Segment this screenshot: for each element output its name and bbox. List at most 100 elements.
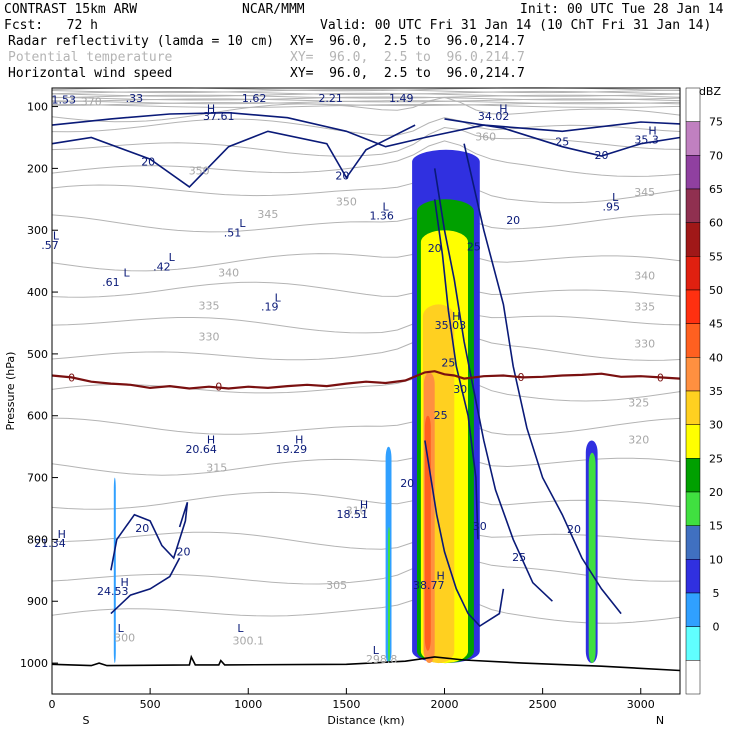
wind-label: 19.29 [276,443,308,456]
wind-label: 35.3 [634,134,659,147]
theta-contour [51,411,681,436]
wind-contours [51,111,681,628]
theta-label: 335 [199,299,220,312]
init-time: Init: 00 UTC Tue 28 Jan 14 [520,2,724,17]
colorbar-label: 15 [709,520,723,533]
y-tick-label: 1000 [20,657,48,670]
colorbar-swatch [685,256,701,291]
freezing-level-label: 0 [68,371,75,384]
high-low-marker: L [239,217,246,230]
reflectivity-cell [113,477,116,664]
theta-contour-upper [51,90,681,95]
theta-contour [51,551,681,585]
colorbar-swatch [685,87,701,122]
theta-contour [51,280,681,298]
colorbar-label: 25 [709,452,723,465]
freezing-level-label: 0 [518,371,525,384]
wind-label: 37.61 [203,110,235,123]
wind-contour [51,111,681,148]
high-low-marker: H [58,528,66,541]
wind-contour [424,440,505,628]
field-wind-xy: XY= 96.0, 2.5 to 96.0,214.7 [290,66,525,81]
colorbar-label: 5 [713,587,720,600]
wind-label: 20 [567,523,581,536]
theta-label: 325 [628,397,649,410]
theta-contour-upper [51,98,681,103]
wind-label: .33 [126,92,144,105]
wind-label: 20 [428,242,442,255]
reflectivity-cell [588,452,596,663]
y-tick-label: 700 [27,472,48,485]
wind-label: 25 [512,551,526,564]
theta-contour-upper [51,100,681,105]
wind-label: 1.49 [389,92,414,105]
colorbar-swatch [685,626,701,661]
reflectivity-cell [388,527,390,663]
x-tick-label: 0 [49,698,56,711]
freezing-level-line: 0 0 0 0 [51,370,681,394]
x-tick-label: 2000 [431,698,459,711]
wind-label: 20 [400,477,414,490]
wind-label: 2.21 [318,92,343,105]
wind-label: 38.77 [413,579,445,592]
x-tick-label: 1000 [234,698,262,711]
wind-contour [51,124,416,188]
theta-label: 330 [634,338,655,351]
wind-label: 34.02 [478,110,510,123]
plot-frame [51,87,681,695]
high-low-marker: L [118,622,125,635]
high-low-marker: H [499,103,507,116]
x-tick-label: 2500 [529,698,557,711]
colorbar-swatch [685,424,701,459]
wind-contour [463,143,622,615]
field-reflectivity: Radar reflectivity (lamda = 10 cm) [8,34,275,49]
theta-contour [51,587,681,624]
colorbar-label: 50 [709,284,723,297]
theta-label: 335 [634,301,655,314]
theta-contour-upper [51,94,681,99]
theta-contour [51,244,681,272]
colorbar-label: 35 [709,385,723,398]
y-tick-label: 500 [27,348,48,361]
high-low-marker: H [295,434,303,447]
theta-contour [51,326,681,361]
wind-label: 1.53 [52,94,77,107]
y-tick-label: 800 [27,533,48,546]
contour-labels: 350 345 340 335 330 350 345 340 335 330 325 320 315 3… [34,92,659,666]
colorbar-swatch [685,458,701,493]
wind-label: 20 [177,546,191,559]
colorbar-label: 70 [709,149,723,162]
wind-label: 35.03 [435,319,467,332]
wind-label: 24.53 [97,585,129,598]
model-title: CONTRAST 15km ARW [4,2,138,17]
theta-label: 305 [326,579,347,592]
wind-label: 25 [467,241,481,254]
y-tick-label: 400 [27,286,48,299]
wind-contour [110,557,181,615]
high-low-marker: L [275,291,282,304]
y-axis-label: Pressure (hPa) [4,352,17,431]
theta-label: 320 [628,434,649,447]
colorbar-label: 65 [709,183,723,196]
colorbar-swatch [685,491,701,526]
colorbar-swatch [685,188,701,223]
x-tick-label: 3000 [627,698,655,711]
wind-label: 1.36 [369,210,394,223]
wind-label: 30 [473,520,487,533]
theta-label: 298.8 [366,653,398,666]
freezing-level-label: 0 [657,371,664,384]
colorbar-swatch [685,559,701,594]
axes: 0 500 1000 1500 2000 2500 30001002003004005006… [20,101,655,711]
theta-label: 330 [199,330,220,343]
wind-label: 20 [141,155,155,168]
reflectivity-field [113,149,598,664]
wind-label: 20.64 [185,443,217,456]
high-low-marker: H [436,570,444,583]
high-low-marker: L [237,622,244,635]
colorbar-swatch [685,660,701,695]
high-low-marker: L [53,230,60,243]
high-low-marker: H [207,434,215,447]
center-title: NCAR/MMM [242,2,305,17]
reflectivity-cell [424,415,431,651]
colorbar-label: 45 [709,318,723,331]
